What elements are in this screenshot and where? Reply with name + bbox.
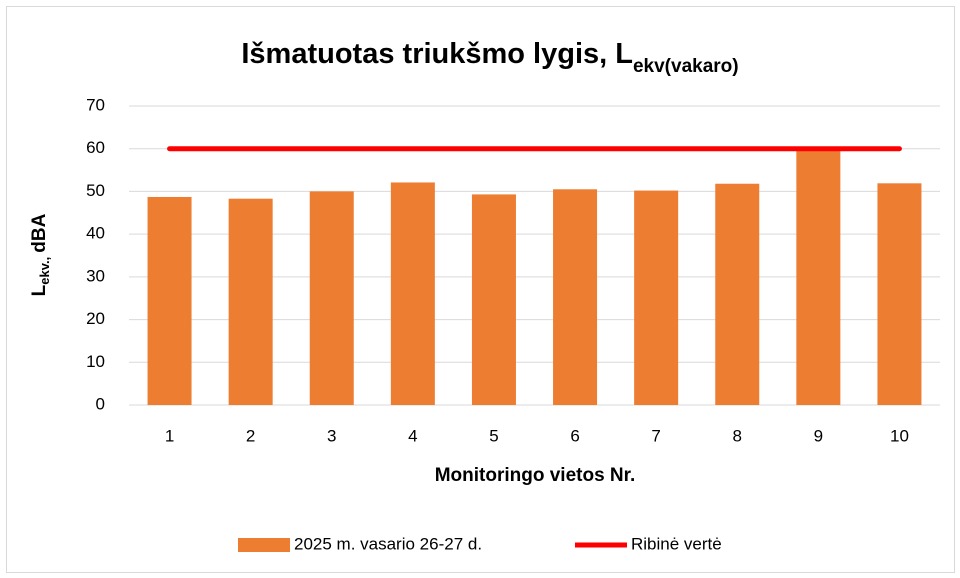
y-axis-title: Lekv., dBA: [29, 213, 52, 296]
bar: [147, 196, 192, 405]
x-tick-label: 10: [890, 426, 909, 445]
chart-title: Išmatuotas triukšmo lygis, Lekv(vakaro): [241, 38, 738, 77]
x-tick-label: 2: [246, 426, 255, 445]
x-tick-label: 6: [570, 426, 579, 445]
y-tick-label: 50: [86, 181, 105, 200]
legend-label: 2025 m. vasario 26-27 d.: [294, 534, 482, 553]
x-tick-label: 4: [408, 426, 417, 445]
bar: [796, 147, 841, 405]
bar: [553, 189, 598, 405]
y-title-subscript: ekv.,: [37, 257, 52, 285]
x-tick-label: 8: [733, 426, 742, 445]
bar: [309, 191, 354, 405]
y-tick-label: 30: [86, 266, 105, 285]
y-title-suffix: dBA: [29, 213, 50, 252]
legend-label: Ribinė vertė: [631, 534, 722, 553]
x-tick-label: 1: [165, 426, 174, 445]
bar: [715, 183, 760, 405]
title-text: Išmatuotas triukšmo lygis, L: [241, 38, 633, 70]
x-tick-label: 9: [814, 426, 823, 445]
bar: [471, 194, 516, 405]
legend-swatch: [238, 538, 290, 552]
x-tick-label: 5: [489, 426, 498, 445]
y-title-text: L: [29, 284, 50, 296]
x-tick-label: 7: [651, 426, 660, 445]
y-tick-label: 40: [86, 224, 105, 243]
bar: [634, 190, 679, 405]
y-tick-label: 20: [86, 309, 105, 328]
y-tick-label: 70: [86, 95, 105, 114]
x-axis-title: Monitoringo vietos Nr.: [435, 465, 636, 486]
bar: [228, 198, 273, 405]
x-tick-label: 3: [327, 426, 336, 445]
y-tick-label: 10: [86, 352, 105, 371]
bar: [390, 182, 435, 405]
y-tick-label: 0: [96, 394, 105, 413]
y-tick-label: 60: [86, 138, 105, 157]
title-subscript: ekv(vakaro): [633, 56, 739, 77]
bar: [877, 183, 922, 405]
